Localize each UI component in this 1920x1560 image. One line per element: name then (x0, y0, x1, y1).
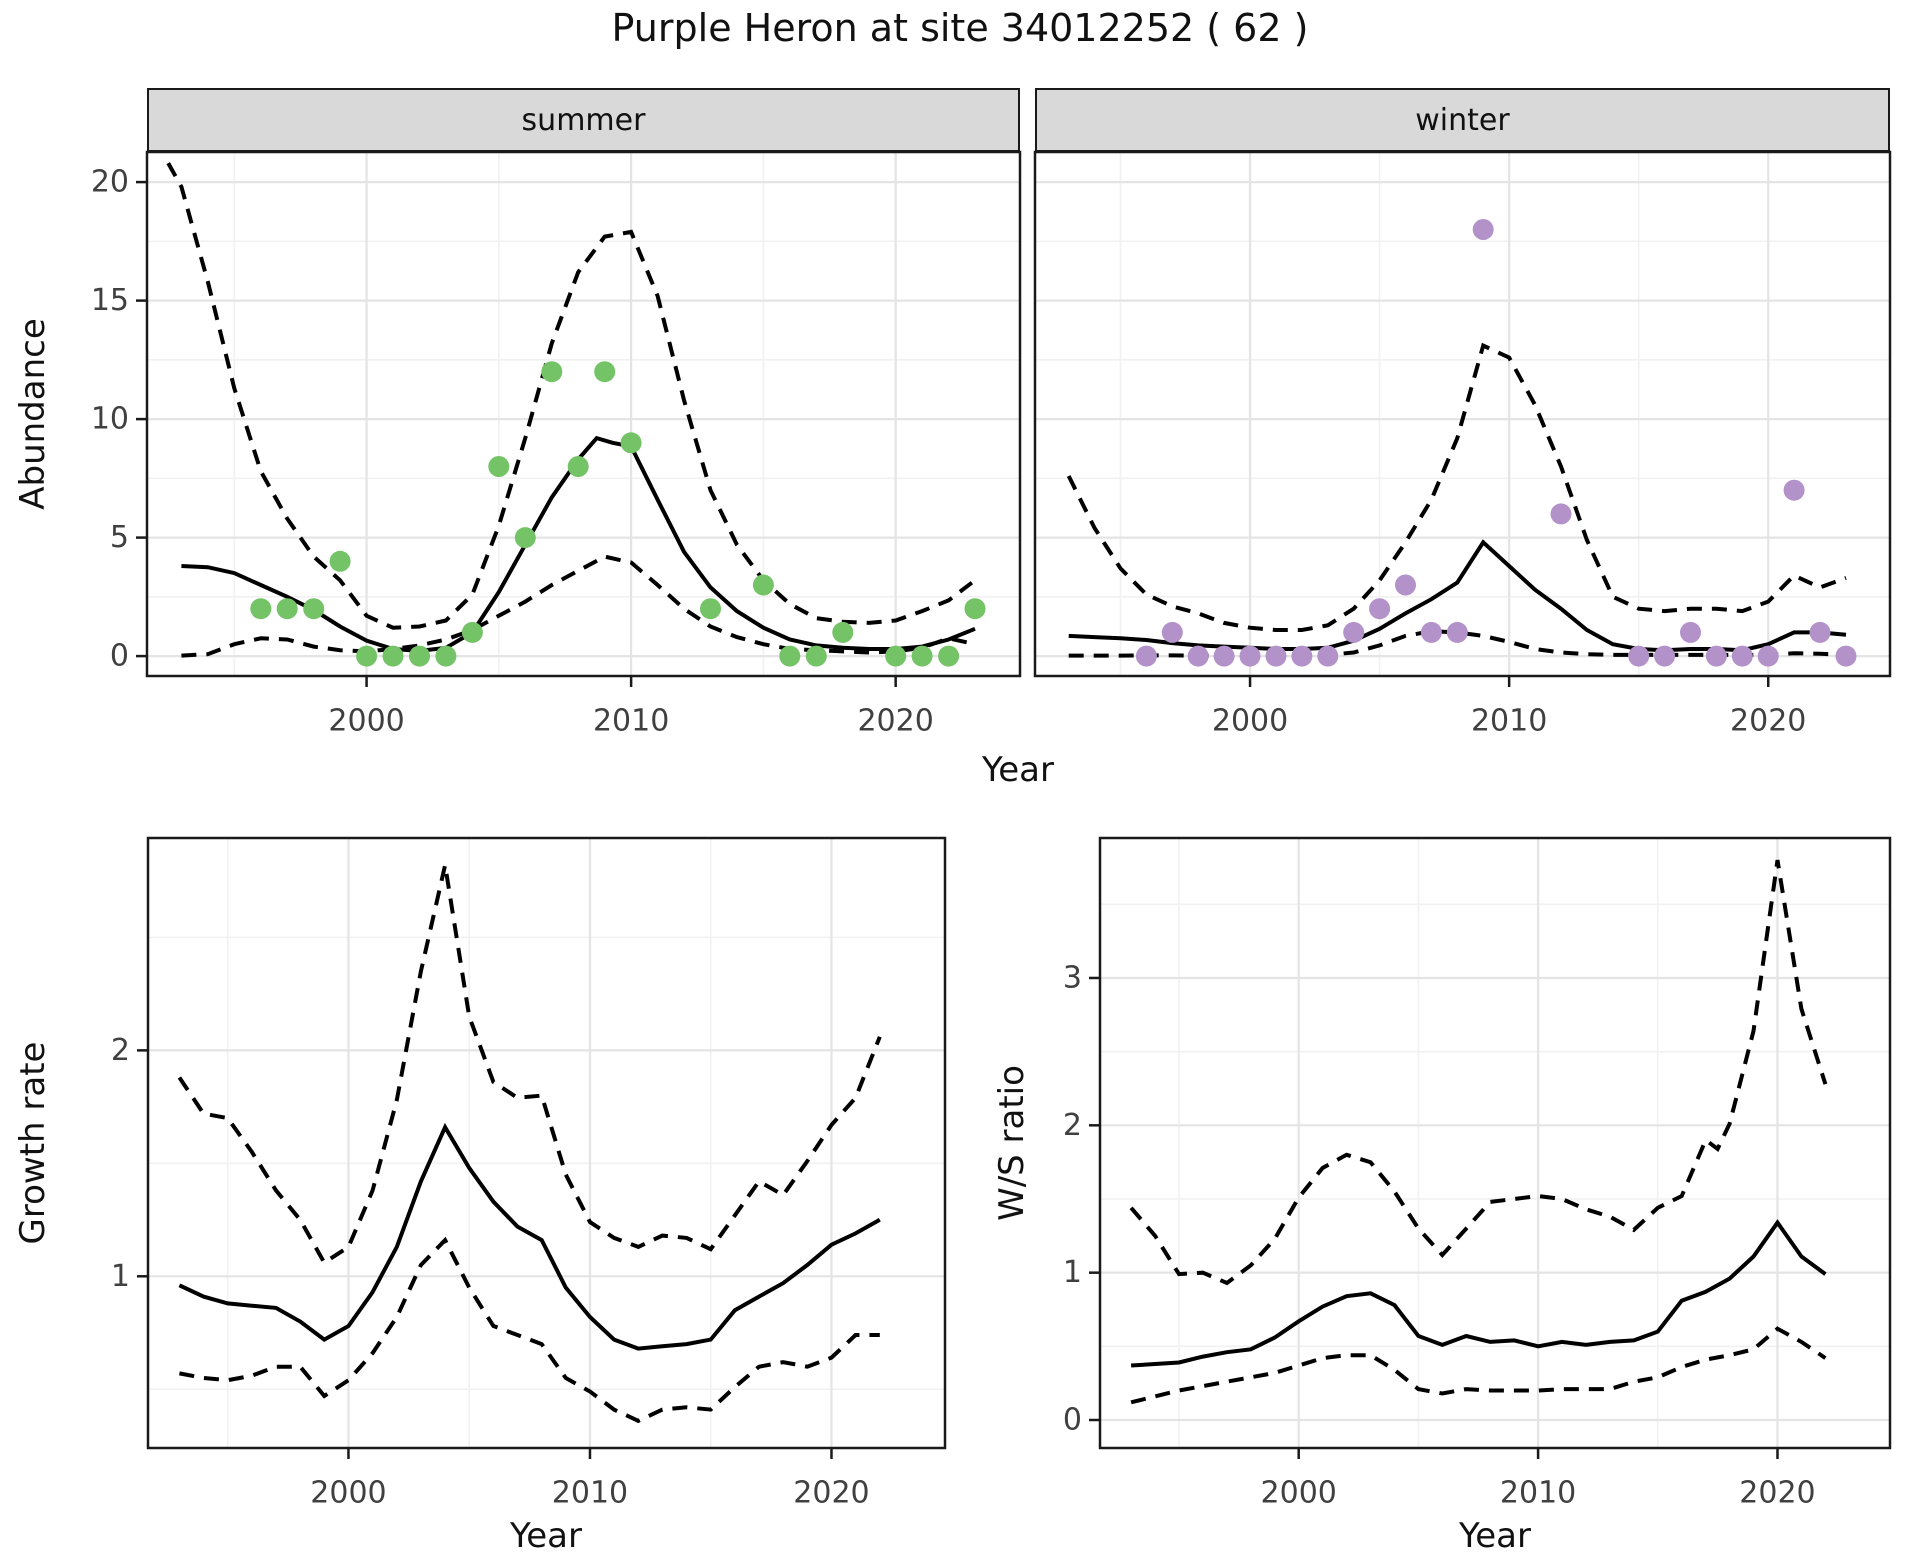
x-tick-label: 2000 (328, 704, 404, 739)
data-point (567, 456, 589, 477)
data-point (514, 527, 536, 549)
x-tick-label: 2020 (793, 1476, 869, 1511)
x-axis-title-year-bottom-right: Year (1459, 1516, 1531, 1556)
series-estimate (1130, 1219, 1827, 1368)
x-tick-label: 2010 (1471, 704, 1547, 739)
data-point (1783, 479, 1805, 501)
data-point (1835, 645, 1857, 667)
series-upper_ci (1129, 859, 1828, 1286)
panel-growth-rate: 2000 2010 2020 1 2 (111, 836, 947, 1511)
data-point (1343, 621, 1365, 643)
data-point (1135, 645, 1157, 667)
y-tick-label: 3 (1063, 960, 1082, 995)
data-point (1239, 645, 1261, 667)
y-axis-title-abundance: Abundance (13, 318, 53, 510)
data-point (1395, 574, 1416, 596)
series-lower_ci (179, 1236, 880, 1424)
panel-ws-ratio: 2000 2010 2020 0 1 2 3 (1063, 836, 1892, 1511)
facet-strip-summer: summer (147, 88, 1020, 152)
data-point (1809, 621, 1831, 643)
facet-strip-winter: winter (1035, 88, 1890, 152)
data-point (1446, 621, 1468, 643)
data-point (1472, 219, 1494, 240)
series-upper_ci (177, 864, 882, 1266)
data-point (382, 645, 404, 667)
series-estimate (178, 1122, 881, 1351)
data-point (752, 574, 774, 596)
series-lower_ci (181, 554, 976, 658)
data-point (700, 598, 721, 620)
y-tick-label: 2 (1063, 1108, 1082, 1143)
data-point (1680, 621, 1701, 643)
x-tick-label: 2020 (1739, 1476, 1815, 1511)
y-tick-label: 15 (91, 283, 129, 318)
data-point (1420, 621, 1442, 643)
data-point (488, 456, 510, 477)
y-axis-title-growth-rate: Growth rate (13, 1041, 53, 1245)
data-point (620, 432, 642, 454)
data-point (885, 645, 907, 667)
data-point (1369, 598, 1391, 620)
data-point (1550, 503, 1572, 525)
y-tick-label: 1 (111, 1259, 130, 1294)
data-point (303, 598, 325, 620)
x-tick-label: 2010 (1500, 1476, 1576, 1511)
data-point (1213, 645, 1235, 667)
data-point (435, 645, 457, 667)
data-point (329, 550, 351, 572)
data-point (409, 645, 430, 667)
y-tick-label: 5 (110, 520, 129, 555)
x-tick-label: 2000 (1261, 1476, 1337, 1511)
data-point (250, 598, 272, 620)
data-point (1161, 621, 1183, 643)
data-point (356, 645, 378, 667)
panel-abundance-summer: 2000 2010 2020 0 5 10 15 20 (91, 150, 1022, 739)
x-tick-label: 2020 (1730, 704, 1806, 739)
x-tick-label: 2000 (1212, 704, 1288, 739)
data-point (1317, 645, 1339, 667)
data-point (1187, 645, 1209, 667)
y-axis-title-ws-ratio: W/S ratio (992, 1065, 1032, 1221)
data-point (805, 645, 827, 667)
facet-strip-winter-label: winter (1415, 102, 1510, 138)
data-point (541, 361, 563, 383)
series-lower_ci (1130, 1326, 1827, 1405)
data-point (832, 621, 854, 643)
figure-title: Purple Heron at site 34012252 ( 62 ) (611, 6, 1309, 50)
data-point (276, 598, 298, 620)
data-point (1628, 645, 1650, 667)
data-point (938, 645, 960, 667)
x-axis-title-year-bottom-left: Year (510, 1516, 582, 1556)
data-point (1265, 645, 1287, 667)
data-point (1705, 645, 1727, 667)
data-point (911, 645, 933, 667)
data-point (1654, 645, 1676, 667)
data-point (779, 645, 801, 667)
data-point (594, 361, 616, 383)
data-point (1757, 645, 1779, 667)
y-tick-label: 20 (91, 165, 129, 200)
y-tick-label: 0 (1063, 1403, 1082, 1438)
y-tick-label: 10 (91, 402, 129, 437)
series-upper_ci (166, 162, 977, 630)
x-tick-label: 2000 (310, 1476, 386, 1511)
y-tick-label: 1 (1063, 1255, 1082, 1290)
series-upper_ci (1066, 342, 1847, 632)
data-point (1731, 645, 1753, 667)
x-axis-title-year-top: Year (982, 750, 1054, 790)
data-point (1291, 645, 1313, 667)
data-point (964, 598, 986, 620)
x-tick-label: 2020 (857, 704, 933, 739)
x-tick-label: 2010 (593, 704, 669, 739)
data-point (461, 621, 483, 643)
panel-abundance-winter: 2000 2010 2020 (1033, 150, 1892, 739)
x-tick-label: 2010 (552, 1476, 628, 1511)
facet-strip-summer-label: summer (521, 102, 646, 138)
y-tick-label: 0 (110, 639, 129, 674)
y-tick-label: 2 (111, 1033, 130, 1068)
